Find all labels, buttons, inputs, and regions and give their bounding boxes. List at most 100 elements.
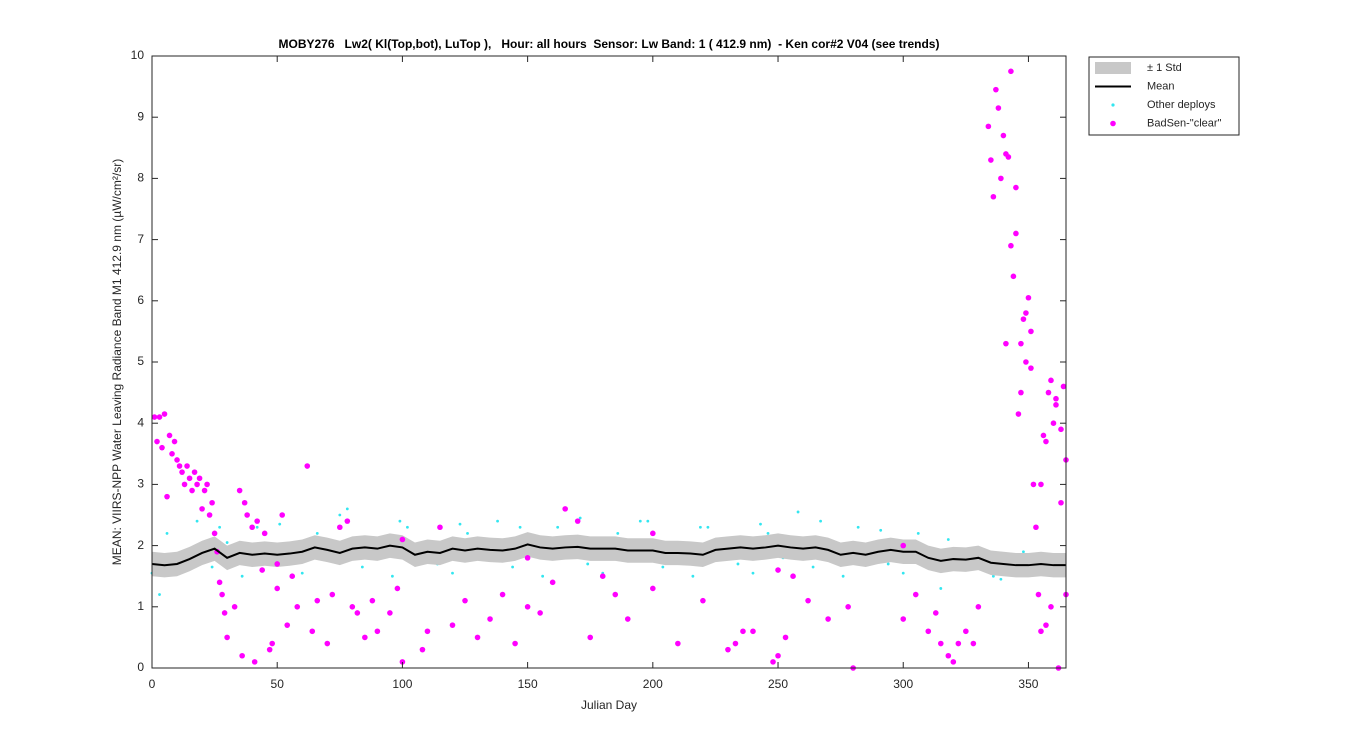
scatter-point bbox=[294, 604, 301, 610]
scatter-point bbox=[1018, 340, 1024, 347]
y-tick-label: 10 bbox=[131, 48, 145, 62]
scatter-point bbox=[932, 610, 939, 616]
y-tick-label: 4 bbox=[137, 415, 144, 429]
scatter-point bbox=[166, 432, 173, 439]
scatter-point bbox=[1053, 395, 1059, 402]
scatter-point bbox=[218, 525, 222, 529]
scatter-point bbox=[165, 531, 169, 535]
scatter-point bbox=[221, 610, 228, 616]
scatter-point bbox=[790, 573, 796, 579]
scatter-point bbox=[963, 628, 969, 635]
scatter-point bbox=[424, 628, 431, 635]
scatter-point bbox=[496, 519, 499, 523]
scatter-point bbox=[369, 597, 376, 604]
scatter-point bbox=[1053, 402, 1059, 408]
scatter-point bbox=[1030, 481, 1037, 488]
scatter-point bbox=[399, 659, 406, 665]
scatter-point bbox=[998, 175, 1004, 182]
scatter-point bbox=[289, 573, 296, 579]
scatter-point bbox=[231, 604, 238, 610]
scatter-point bbox=[796, 510, 800, 514]
scatter-point bbox=[362, 634, 368, 641]
scatter-point bbox=[274, 585, 281, 592]
scatter-point bbox=[176, 463, 183, 469]
scatter-point bbox=[169, 451, 175, 457]
scatter-point bbox=[537, 610, 543, 616]
scatter-point bbox=[646, 519, 650, 523]
scatter-point bbox=[1023, 359, 1029, 365]
scatter-point bbox=[732, 640, 739, 647]
scatter-point bbox=[191, 469, 198, 475]
scatter-point bbox=[179, 469, 185, 475]
scatter-point bbox=[937, 640, 944, 647]
scatter-point bbox=[955, 640, 962, 647]
scatter-point bbox=[1025, 294, 1032, 301]
scatter-point bbox=[349, 604, 356, 610]
scatter-point bbox=[156, 414, 163, 420]
scatter-point bbox=[845, 604, 851, 610]
scatter-point bbox=[184, 463, 190, 469]
scatter-point bbox=[241, 499, 248, 506]
scatter-point bbox=[209, 499, 215, 506]
x-tick-label: 50 bbox=[271, 677, 285, 691]
scatter-point bbox=[916, 531, 920, 535]
scatter-point bbox=[700, 597, 706, 604]
scatter-point bbox=[991, 574, 995, 578]
scatter-point bbox=[587, 634, 594, 641]
scatter-point bbox=[650, 530, 656, 537]
scatter-point bbox=[946, 538, 950, 541]
scatter-point bbox=[161, 411, 168, 417]
scatter-point bbox=[164, 493, 170, 500]
y-tick-label: 0 bbox=[137, 660, 144, 674]
scatter-point bbox=[990, 193, 997, 200]
scatter-point bbox=[901, 571, 905, 575]
scatter-point bbox=[239, 652, 245, 659]
scatter-point bbox=[1043, 622, 1049, 628]
scatter-point bbox=[725, 646, 731, 653]
std-band bbox=[152, 532, 1066, 578]
scatter-point bbox=[236, 487, 243, 494]
scatter-point bbox=[805, 597, 811, 604]
scatter-point bbox=[406, 525, 409, 529]
scatter-point bbox=[1020, 316, 1027, 322]
scatter-point bbox=[650, 585, 656, 592]
scatter-point bbox=[1048, 604, 1054, 610]
legend-swatch bbox=[1110, 120, 1116, 127]
scatter-point bbox=[975, 604, 982, 610]
x-tick-label: 100 bbox=[392, 677, 412, 691]
scatter-point bbox=[159, 444, 165, 451]
scatter-point bbox=[219, 591, 225, 598]
y-tick-label: 6 bbox=[137, 293, 144, 307]
scatter-point bbox=[449, 622, 456, 628]
scatter-point bbox=[210, 565, 214, 569]
scatter-point bbox=[255, 525, 259, 529]
scatter-point bbox=[216, 579, 223, 586]
scatter-point bbox=[437, 524, 443, 531]
scatter-point bbox=[541, 574, 545, 578]
scatter-point bbox=[1008, 68, 1014, 75]
scatter-point bbox=[151, 414, 158, 420]
scatter-point bbox=[1038, 481, 1044, 488]
scatter-point bbox=[1058, 426, 1064, 433]
scatter-point bbox=[993, 86, 999, 93]
scatter-point bbox=[770, 659, 776, 665]
scatter-point bbox=[518, 525, 522, 529]
scatter-point bbox=[925, 628, 932, 635]
scatter-point bbox=[329, 591, 336, 598]
scatter-point bbox=[740, 628, 746, 635]
scatter-point bbox=[706, 525, 710, 529]
scatter-point bbox=[586, 562, 590, 566]
mean-line bbox=[151, 543, 1066, 567]
scatter-point bbox=[261, 530, 268, 537]
scatter-point bbox=[759, 522, 762, 526]
scatter-point bbox=[1003, 340, 1009, 347]
scatter-point bbox=[995, 105, 1002, 111]
scatter-point bbox=[751, 571, 755, 575]
scatter-point bbox=[970, 640, 977, 647]
x-tick-label: 350 bbox=[1018, 677, 1038, 691]
x-tick-label: 300 bbox=[893, 677, 913, 691]
scatter-point bbox=[158, 593, 161, 596]
scatter-point bbox=[181, 481, 188, 488]
scatter-point bbox=[1023, 310, 1029, 316]
scatter-point bbox=[1060, 383, 1067, 390]
